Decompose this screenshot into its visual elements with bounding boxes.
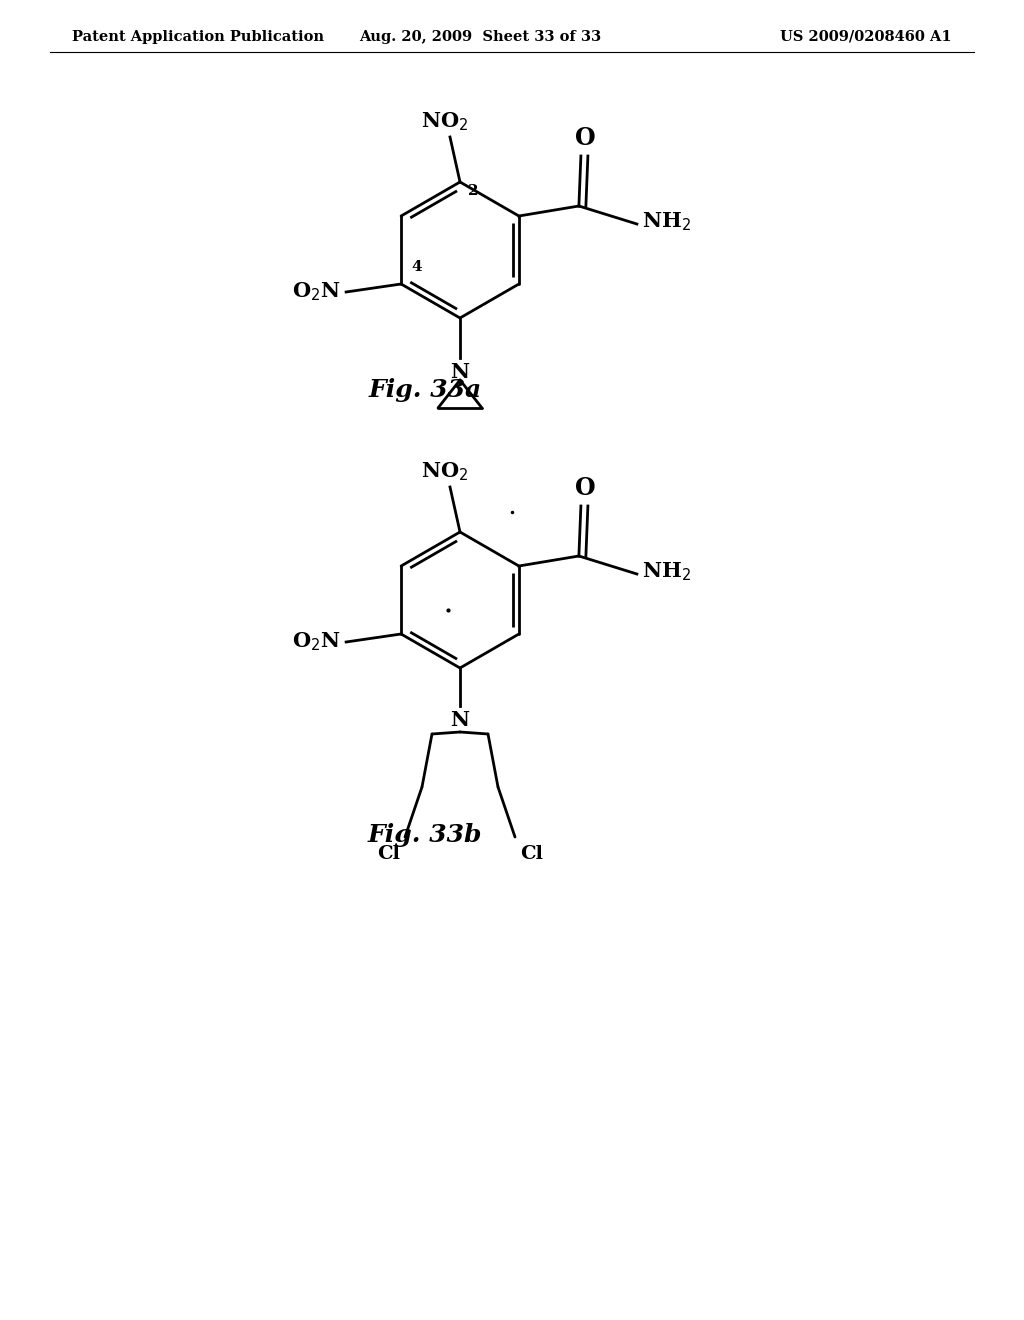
Text: O$_2$N: O$_2$N (292, 281, 340, 304)
Text: O: O (574, 125, 595, 150)
Text: O$_2$N: O$_2$N (292, 631, 340, 653)
Text: Aug. 20, 2009  Sheet 33 of 33: Aug. 20, 2009 Sheet 33 of 33 (359, 30, 601, 44)
Text: Fig. 33b: Fig. 33b (368, 822, 482, 847)
Text: Fig. 33a: Fig. 33a (369, 378, 481, 403)
Text: US 2009/0208460 A1: US 2009/0208460 A1 (780, 30, 952, 44)
Text: NO$_2$: NO$_2$ (421, 461, 469, 483)
Text: 2: 2 (468, 183, 478, 198)
Text: O: O (574, 477, 595, 500)
Text: N: N (451, 710, 470, 730)
Text: N: N (451, 362, 470, 381)
Text: 4: 4 (411, 260, 422, 275)
Text: Cl: Cl (520, 845, 543, 863)
Text: NO$_2$: NO$_2$ (421, 111, 469, 133)
Text: Cl: Cl (377, 845, 400, 863)
Text: Patent Application Publication: Patent Application Publication (72, 30, 324, 44)
Text: NH$_2$: NH$_2$ (642, 211, 691, 234)
Text: NH$_2$: NH$_2$ (642, 561, 691, 583)
